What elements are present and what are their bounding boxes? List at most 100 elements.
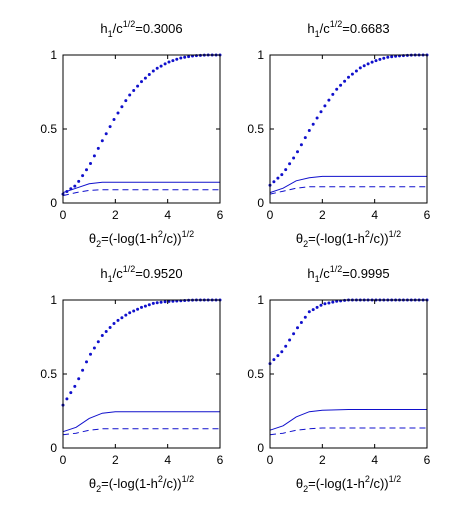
series-dotted-point [171,59,175,63]
series-solid-line [269,175,427,194]
series-dotted-point [362,64,366,68]
series-dotted-point [390,55,394,59]
x-tick-label: 4 [371,208,378,222]
series-dotted-point [120,316,124,320]
series-dashed-line [62,428,220,436]
series-dotted-point [92,346,96,350]
series-dotted-point [104,330,108,333]
series-dotted-point [100,334,104,337]
xlabel-b: /c)) [163,231,182,246]
series-dotted-point [315,116,319,120]
series-dotted-point [331,92,335,96]
series-dotted-point [132,89,136,92]
series-dashed-line [269,427,427,436]
axes-frame [62,299,221,449]
series-dotted-point [77,179,81,183]
y-tick-label: 0.5 [247,367,264,381]
axes-frame [269,299,428,449]
series-dotted-point [132,309,136,313]
series-dotted-point [299,143,303,147]
y-tick-label: 0.5 [40,367,57,381]
panel-2: 0 2 4 600.51h1/c1/2=0.6683θ2=(-log(1-h2/c))… [247,19,430,249]
series-dotted-point [112,118,116,121]
series-dotted-point [163,62,167,66]
series-dotted-point [128,311,132,315]
y-tick-label: 1 [50,48,57,62]
series-dotted-point [311,308,315,312]
x-tick-label: 2 [112,208,119,222]
title-mid: /c [320,21,331,36]
series-dotted-point [288,162,292,166]
title-sup: 1/2 [123,264,136,274]
series-dotted-point [124,313,128,317]
xlabel-sub: 2 [96,484,101,494]
panel-title: h1/c1/2=0.9520 [100,264,182,284]
series-dotted-point [143,304,147,308]
xlabel-a: =(-log(1-h [308,476,365,491]
title-sup: 1/2 [123,19,136,29]
series-dotted-point [280,173,284,177]
x-tick-label: 6 [424,453,431,467]
series-dotted-point [307,129,311,132]
x-axis-label: θ2=(-log(1-h2/c))1/2 [296,474,401,494]
x-tick-label: 2 [319,453,326,467]
series-dotted-point [136,84,140,88]
title-sub: 1 [315,274,320,284]
series-dotted-point [187,55,191,59]
xlabel-sub: 2 [303,484,308,494]
y-tick-label: 0 [257,196,264,210]
series-dotted-point [303,315,307,319]
series-dotted-point [96,340,100,344]
title-h: h [307,21,314,36]
x-tick-label: 0 [60,453,67,467]
series-dotted-point [81,368,85,372]
series-dotted-point [77,377,81,381]
x-tick-label: 0 [267,453,274,467]
series-dotted-point [89,162,92,165]
y-tick-label: 0.5 [40,122,57,136]
series-dotted-point [159,64,163,68]
series-dotted-point [175,57,179,61]
series-dotted-point [136,307,140,311]
series-dotted-point [276,176,280,180]
series-dotted-point [155,301,159,305]
title-value: =0.3006 [135,21,182,36]
series-dotted-point [296,326,299,330]
series-dotted-point [366,62,370,66]
xlabel-sup2: 2 [158,474,163,484]
series-dotted-point [104,132,108,136]
xlabel-b: /c)) [370,476,389,491]
y-tick-label: 0 [50,441,57,455]
x-axis-label: θ2=(-log(1-h2/c))1/2 [296,229,401,249]
xlabel-sup: 1/2 [389,229,402,239]
series-dotted-point [347,75,350,79]
series-solid-line [269,409,427,431]
title-sup: 1/2 [330,19,343,29]
y-tick-label: 0 [50,196,57,210]
xlabel-sup2: 2 [158,229,163,239]
xlabel-sup2: 2 [365,474,370,484]
series-dotted-point [92,154,96,158]
title-value: =0.9520 [135,266,182,281]
title-mid: /c [320,266,331,281]
series-dotted-point [116,111,120,115]
series-dotted-point [374,59,378,63]
series-dotted-point [292,332,296,336]
series-dotted-point [81,174,85,178]
title-sub: 1 [315,29,320,39]
y-tick-label: 1 [257,48,264,62]
panel-title: h1/c1/2=0.3006 [100,19,182,39]
series-solid-line [62,181,220,194]
series-dotted-point [284,168,288,172]
series-dotted-point [183,55,187,59]
xlabel-b: /c)) [370,231,389,246]
series-dotted-point [288,338,292,342]
series-dotted-point [100,139,104,143]
x-tick-label: 6 [424,208,431,222]
series-dotted-point [140,80,143,84]
series-dotted-point [303,136,307,140]
title-h: h [100,266,107,281]
series-dotted-point [85,168,88,172]
x-tick-label: 6 [217,208,224,222]
series-dotted-point [147,73,151,76]
